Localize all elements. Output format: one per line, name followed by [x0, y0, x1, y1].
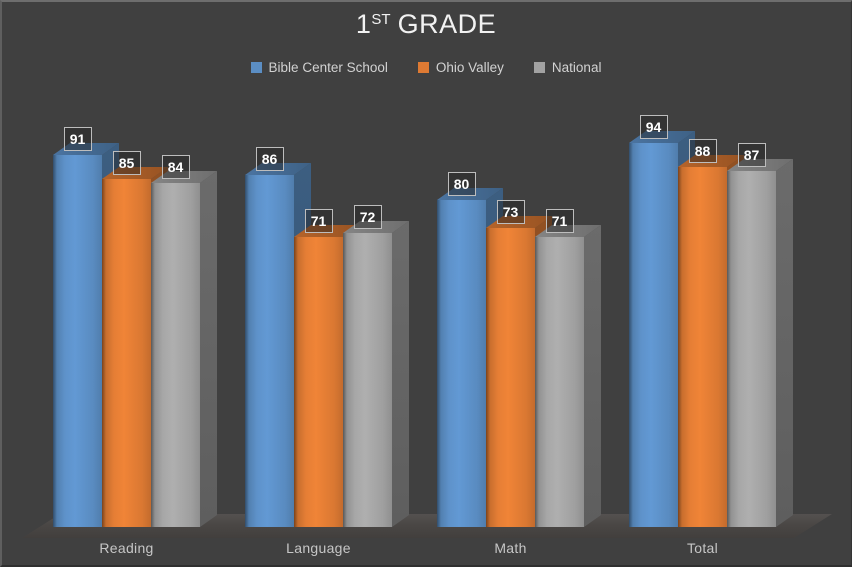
legend-swatch-blue-icon: [250, 62, 262, 73]
value-label-ohio-valley-language: 71: [304, 209, 333, 233]
bar-national-math-top: [535, 225, 601, 237]
legend-label: Ohio Valley: [435, 60, 504, 75]
bar-national-reading-side: [200, 171, 217, 527]
bar-national-math[interactable]: [535, 237, 584, 527]
legend-item-ohio-valley[interactable]: Ohio Valley: [417, 60, 504, 75]
bar-national-total[interactable]: [727, 171, 776, 527]
bar-national-math-side: [584, 225, 601, 527]
value-label-national-total: 87: [737, 143, 766, 167]
value-label-bible-center-school-math: 80: [447, 172, 476, 196]
bar-national-language-top: [343, 221, 409, 233]
title-number: 1: [355, 9, 372, 39]
category-label-math: Math: [494, 540, 527, 556]
legend-item-national[interactable]: National: [533, 60, 602, 75]
bar-ohio-valley-total-top: [678, 155, 744, 167]
bar-bible-center-school-math-top: [437, 188, 503, 200]
value-label-bible-center-school-language: 86: [255, 147, 284, 171]
legend-item-bible-center-school[interactable]: Bible Center School: [250, 60, 388, 75]
legend-label: National: [551, 60, 602, 75]
legend-swatch-gray-icon: [533, 62, 545, 73]
bar-national-language-side: [392, 221, 409, 527]
value-label-national-language: 72: [353, 205, 382, 229]
bar-national-reading-top: [151, 171, 217, 183]
value-label-national-math: 71: [545, 209, 574, 233]
bar-ohio-valley-total[interactable]: [678, 167, 727, 527]
bar-ohio-valley-reading-top: [102, 167, 168, 179]
value-label-ohio-valley-reading: 85: [112, 151, 141, 175]
value-label-bible-center-school-reading: 91: [63, 127, 92, 151]
category-label-total: Total: [686, 540, 719, 556]
bar-bible-center-school-total[interactable]: [629, 143, 678, 527]
bar-bible-center-school-total-top: [629, 131, 695, 143]
bar-national-total-side: [776, 159, 793, 527]
bar-ohio-valley-math[interactable]: [486, 228, 535, 527]
value-label-ohio-valley-total: 88: [688, 139, 717, 163]
chart-title: 1ST GRADE: [0, 9, 852, 40]
bar-national-total-top: [727, 159, 793, 171]
category-label-reading: Reading: [99, 540, 154, 556]
value-label-bible-center-school-total: 94: [639, 115, 668, 139]
bar-national-reading[interactable]: [151, 183, 200, 527]
value-label-national-reading: 84: [161, 155, 190, 179]
bar-ohio-valley-language[interactable]: [294, 237, 343, 527]
bar-ohio-valley-reading[interactable]: [102, 179, 151, 527]
bar-bible-center-school-reading[interactable]: [53, 155, 102, 527]
legend: Bible Center School Ohio Valley National: [0, 60, 852, 75]
bar-bible-center-school-language-top: [245, 163, 311, 175]
value-label-ohio-valley-math: 73: [496, 200, 525, 224]
bar-national-language[interactable]: [343, 233, 392, 527]
title-text: GRADE: [397, 9, 497, 39]
legend-label: Bible Center School: [268, 60, 388, 75]
bar-bible-center-school-reading-top: [53, 143, 119, 155]
bar-ohio-valley-math-top: [486, 216, 552, 228]
bar-bible-center-school-language[interactable]: [245, 175, 294, 527]
bar-bible-center-school-math[interactable]: [437, 200, 486, 527]
legend-swatch-orange-icon: [417, 62, 429, 73]
category-label-language: Language: [286, 540, 351, 556]
title-superscript: ST: [371, 11, 391, 28]
